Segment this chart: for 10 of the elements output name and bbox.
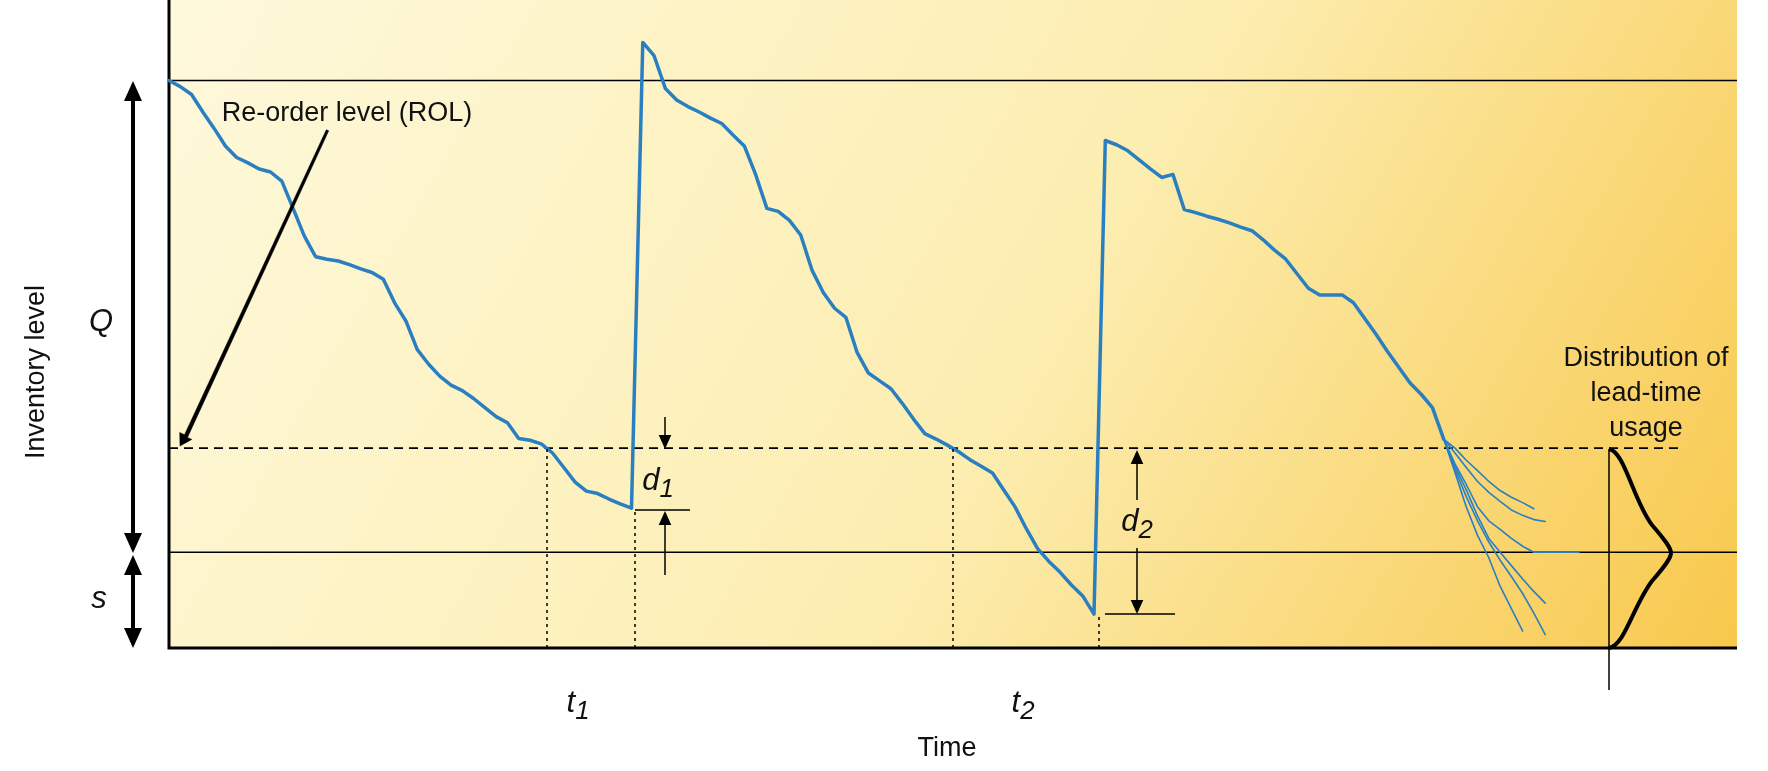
annotation: d$_{1}$ [642, 461, 674, 505]
annotation: d$_{2}$ [1121, 502, 1153, 546]
annotation: Distribution of lead-time usage [1562, 341, 1730, 445]
text: t$_{2}$ [1011, 683, 1035, 727]
y-axis-title: Inventory level [19, 284, 52, 460]
text: s [91, 578, 107, 617]
text: t$_{1}$ [566, 683, 590, 727]
x-axis-title: Time [917, 731, 977, 765]
annotation: Re-order level (ROL) [221, 96, 473, 130]
text: Q [88, 301, 114, 340]
